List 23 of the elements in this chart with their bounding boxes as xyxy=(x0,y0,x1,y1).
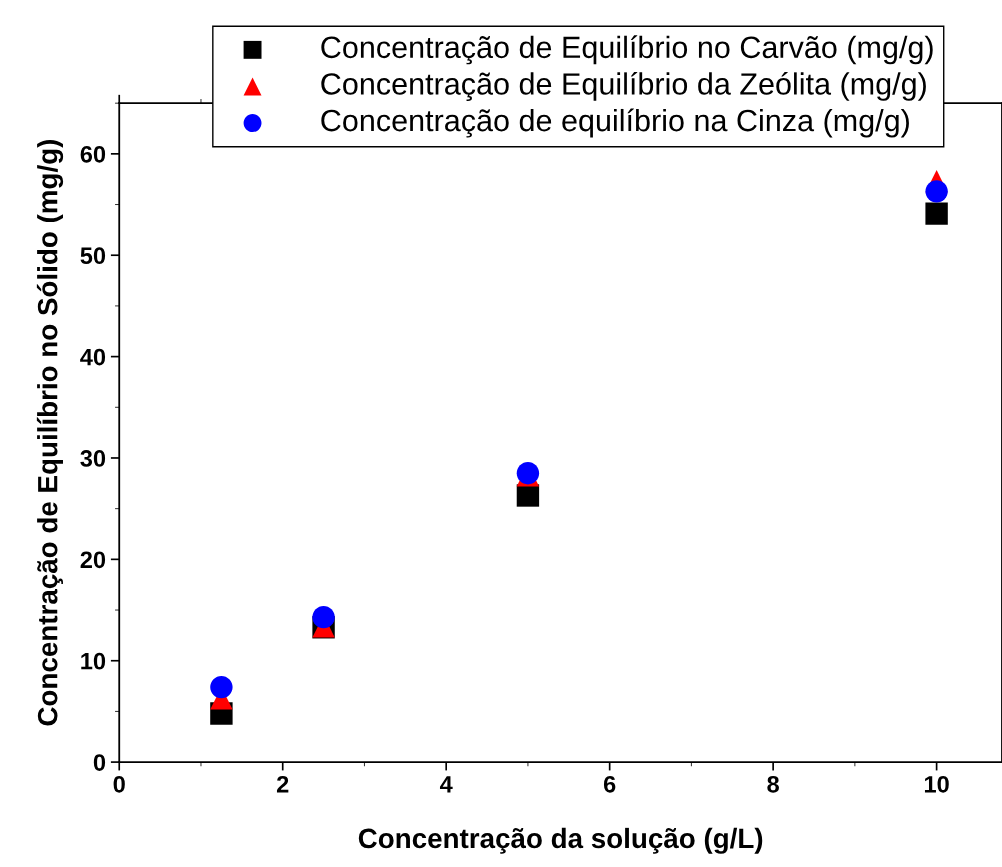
y-tick-label: 30 xyxy=(80,450,106,467)
y-tick-label: 60 xyxy=(80,145,106,163)
point xyxy=(925,202,948,225)
y-tick-label: 40 xyxy=(80,348,106,366)
x-tick-label: 8 xyxy=(767,775,779,793)
legend-label: Concentração de equilíbrio na Cinza (mg/g) xyxy=(321,108,909,138)
x-tick-label: 0 xyxy=(113,775,125,793)
x-tick-label: 10 xyxy=(924,775,949,793)
point xyxy=(312,605,335,629)
point xyxy=(516,484,540,507)
x-tick-label: 6 xyxy=(603,775,616,793)
point xyxy=(925,180,948,203)
x-axis-title: Concentração da solução (g/L) xyxy=(358,827,763,854)
y-axis-title: Concentração de Equilíbrio no Sólido (mg/g) xyxy=(36,140,64,726)
x-tick-label: 2 xyxy=(276,775,289,793)
point xyxy=(210,675,233,699)
y-tick-label: 10 xyxy=(81,652,106,670)
legend-label: Concentração de Equilíbrio da Zeólita (mg/g) xyxy=(321,71,926,101)
y-tick-label: 20 xyxy=(80,551,106,569)
legend-label: Concentração de Equilíbrio no Carvão (mg/g) xyxy=(321,35,933,65)
y-tick-label: 50 xyxy=(80,247,106,265)
x-tick-label: 4 xyxy=(439,776,453,793)
y-tick-label: 0 xyxy=(93,754,106,771)
